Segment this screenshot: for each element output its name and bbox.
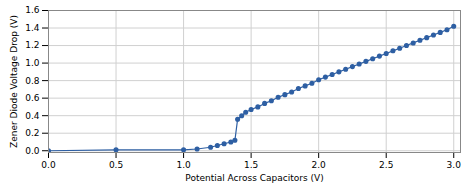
svg-text:0.5: 0.5 — [109, 160, 123, 170]
svg-text:Zener Diode Voltage Drop (V): Zener Diode Voltage Drop (V) — [9, 15, 19, 148]
svg-text:1.2: 1.2 — [25, 40, 39, 50]
svg-text:Potential Across Capacitors (V: Potential Across Capacitors (V) — [185, 173, 323, 183]
svg-text:0.4: 0.4 — [25, 111, 40, 121]
svg-text:1.6: 1.6 — [25, 5, 40, 15]
svg-text:1.0: 1.0 — [25, 58, 40, 68]
svg-text:1.5: 1.5 — [244, 160, 258, 170]
svg-text:0.8: 0.8 — [25, 76, 40, 86]
svg-text:0.2: 0.2 — [25, 128, 39, 138]
svg-text:0.6: 0.6 — [25, 93, 40, 103]
svg-text:1.0: 1.0 — [176, 160, 191, 170]
svg-text:3.0: 3.0 — [447, 160, 462, 170]
svg-text:0.0: 0.0 — [41, 160, 56, 170]
svg-text:0.0: 0.0 — [25, 146, 40, 156]
svg-text:1.4: 1.4 — [25, 23, 40, 33]
svg-text:2.0: 2.0 — [311, 160, 326, 170]
svg-text:2.5: 2.5 — [379, 160, 393, 170]
